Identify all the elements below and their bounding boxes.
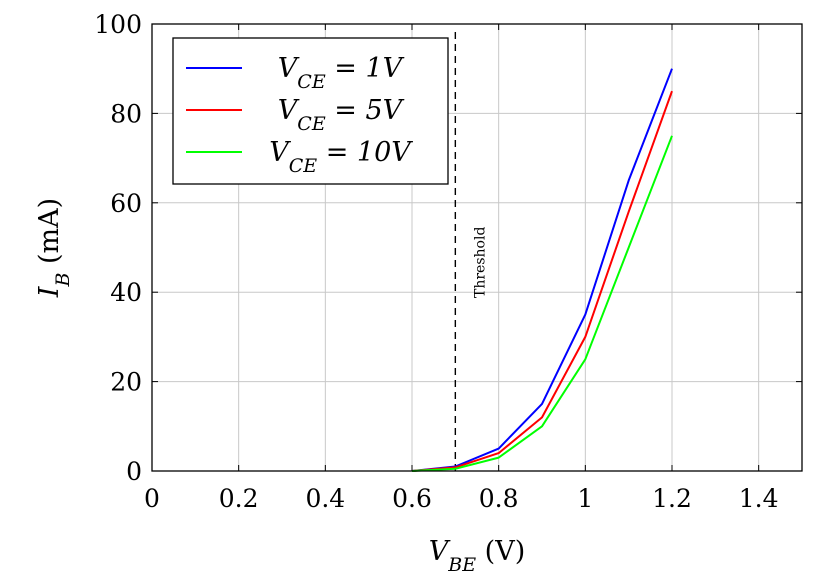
series-line-2: [411, 90, 673, 472]
legend-label-3: VCE = 10V: [269, 137, 413, 177]
y-tick-label: 20: [110, 368, 142, 397]
y-tick-label: 0: [126, 457, 142, 486]
x-tick-label: 1.4: [739, 484, 779, 513]
ticks: 0 0.2 0.4 0.6 0.8 1 1.2 1.4 0 20 40 60 80 100: [94, 10, 802, 513]
y-tick-label: 100: [94, 10, 142, 39]
y-tick-label: 80: [110, 99, 142, 128]
x-axis-label: VBE (V): [429, 536, 526, 576]
legend-label-1: VCE = 1V: [278, 53, 405, 93]
x-tick-label: 0: [144, 484, 160, 513]
x-tick-label: 0.2: [219, 484, 259, 513]
series-line-1: [411, 68, 673, 472]
series-group: [411, 68, 673, 472]
x-tick-label: 1.2: [652, 484, 692, 513]
x-tick-label: 0.4: [305, 484, 345, 513]
plot-frame: [151, 23, 803, 472]
x-tick-label: 1: [577, 484, 593, 513]
y-tick-label: 60: [110, 189, 142, 218]
x-tick-label: 0.6: [392, 484, 432, 513]
legend-label-2: VCE = 5V: [278, 95, 405, 135]
y-tick-label: 40: [110, 278, 142, 307]
x-tick-label: 0.8: [479, 484, 519, 513]
y-axis-label: IB (mA): [34, 198, 74, 298]
threshold-group: Threshold: [454, 32, 488, 471]
series-line-3: [411, 135, 673, 472]
axis-labels: VBE (V) IB (mA): [34, 198, 525, 576]
threshold-label: Threshold: [472, 227, 488, 298]
